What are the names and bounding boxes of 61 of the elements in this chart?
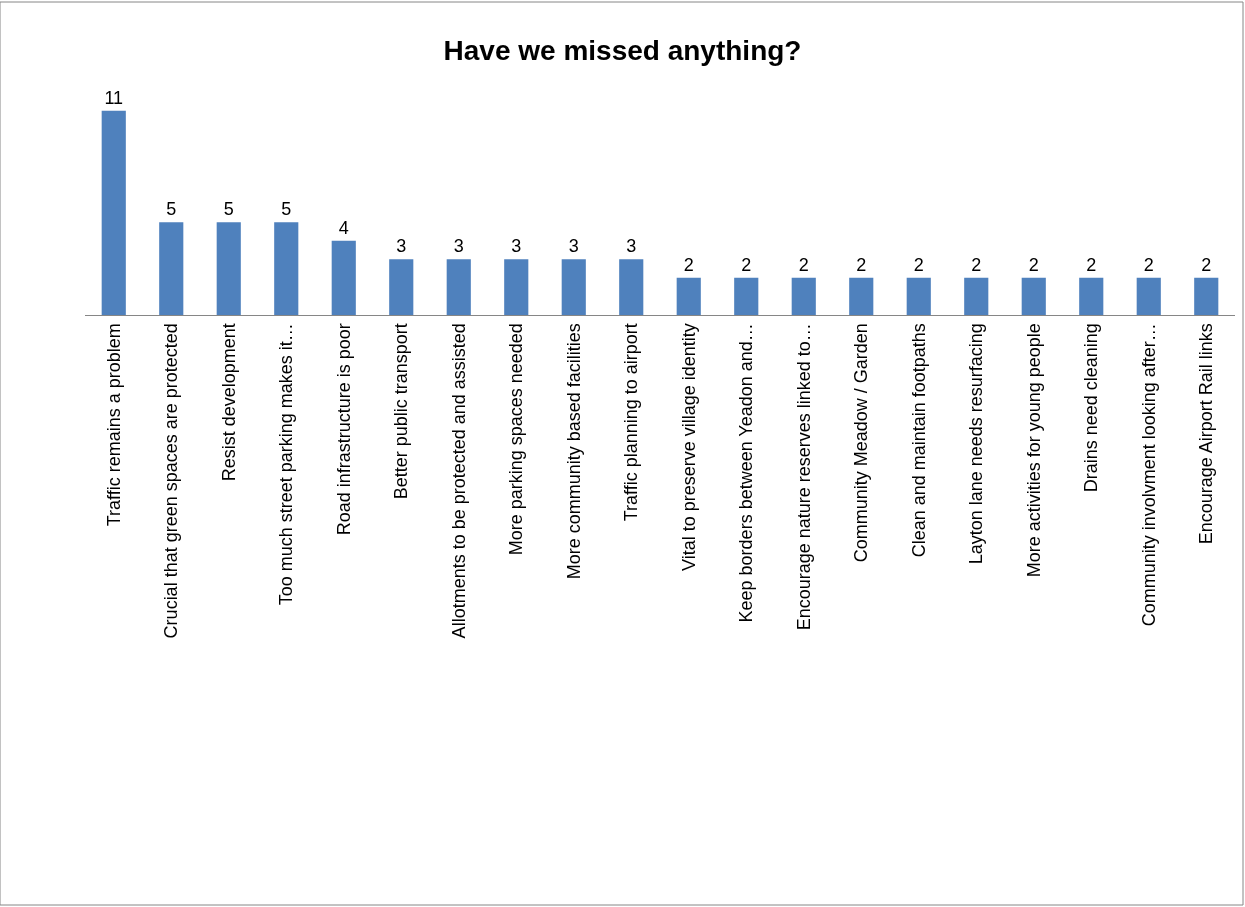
data-label: 5 (223, 199, 234, 220)
x-tick-label: Resist development (218, 323, 239, 482)
data-label: 2 (913, 254, 924, 275)
bar (1021, 277, 1046, 315)
x-tick-label: Too much street parking makes it… (276, 323, 297, 606)
data-label: 2 (856, 254, 867, 275)
bar (849, 277, 874, 315)
bar (734, 277, 759, 315)
data-label: 2 (741, 254, 752, 275)
data-label: 5 (166, 199, 177, 220)
bar (331, 240, 356, 315)
x-tick-label: Better public transport (391, 323, 412, 500)
x-tick-label: Clean and maintain footpaths (908, 323, 929, 558)
bar (791, 277, 816, 315)
x-tick-label: More parking spaces needed (506, 323, 527, 556)
data-label: 3 (453, 236, 464, 257)
bar (676, 277, 701, 315)
data-label: 4 (338, 217, 349, 238)
bar (274, 222, 299, 315)
x-tick-label: Crucial that green spaces are protected (161, 323, 182, 639)
x-tick-label: Community Meadow / Garden (851, 323, 872, 563)
x-tick-label: Community involvment looking after… (1138, 323, 1159, 627)
bar (561, 259, 586, 315)
x-tick-label: Traffic remains a problem (103, 323, 124, 527)
data-label: 3 (396, 236, 407, 257)
x-tick-label: Road infrastructure is poor (333, 323, 354, 536)
data-label: 2 (683, 254, 694, 275)
x-tick-label: More activities for young people (1023, 323, 1044, 578)
bar (619, 259, 644, 315)
bar (504, 259, 529, 315)
bar (446, 259, 471, 315)
bar (216, 222, 241, 315)
data-label: 2 (1143, 254, 1154, 275)
data-label: 2 (798, 254, 809, 275)
x-tick-label: Keep borders between Yeadon and… (736, 323, 757, 623)
data-label: 3 (568, 236, 579, 257)
data-label: 5 (281, 199, 292, 220)
chart-title: Have we missed anything? (443, 35, 802, 67)
x-tick-label: Allotments to be protected and assisted (448, 323, 469, 639)
data-label: 2 (971, 254, 982, 275)
data-label: 3 (626, 236, 637, 257)
bar (1136, 277, 1161, 315)
bar (1194, 277, 1219, 315)
data-label: 2 (1028, 254, 1039, 275)
data-label: 11 (104, 87, 124, 108)
bar (389, 259, 414, 315)
x-tick-label: Drains need cleaning (1081, 323, 1102, 493)
bar (1079, 277, 1104, 315)
data-label: 3 (511, 236, 522, 257)
bar (906, 277, 931, 315)
bar (159, 222, 184, 315)
x-tick-label: More community based facilities (563, 323, 584, 580)
bar (101, 110, 126, 315)
data-label: 2 (1086, 254, 1097, 275)
x-tick-label: Vital to preserve village identity (678, 323, 699, 572)
x-tick-label: Encourage nature reserves linked to… (793, 323, 814, 631)
bar (964, 277, 989, 315)
x-tick-label: Encourage Airport Rail links (1196, 323, 1217, 545)
x-tick-label: Layton lane needs resurfacing (966, 323, 987, 565)
data-label: 2 (1201, 254, 1212, 275)
x-tick-label: Traffic planning to airport (621, 323, 642, 522)
